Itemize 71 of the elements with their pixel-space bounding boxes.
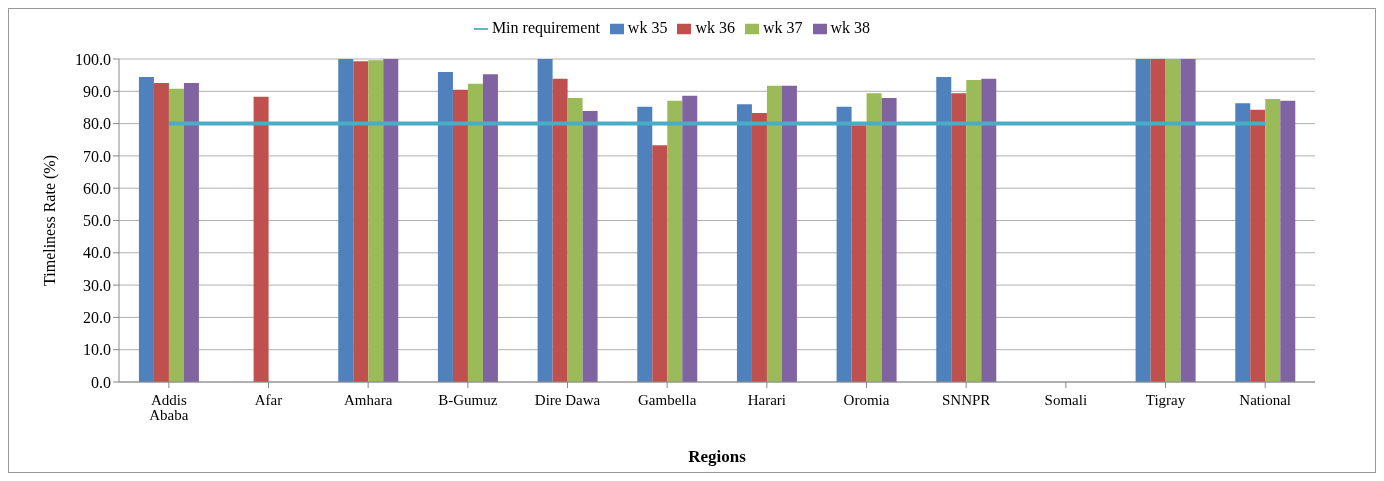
x-tick-label: Gambella — [638, 391, 697, 408]
bar — [1280, 100, 1296, 382]
bar — [951, 93, 967, 382]
y-tick-label: 20.0 — [83, 309, 111, 327]
x-tick-label: Tigray — [1145, 391, 1186, 408]
legend-label: wk 37 — [762, 19, 803, 36]
bar — [338, 59, 354, 382]
x-tick-label: National — [1239, 391, 1291, 408]
x-tick-label: Harari — [747, 391, 786, 408]
bar — [751, 112, 767, 382]
bar — [1150, 59, 1166, 382]
y-tick-label: 40.0 — [83, 244, 111, 262]
y-tick-label: 10.0 — [83, 341, 111, 359]
x-axis-title: Regions — [688, 447, 747, 466]
bar — [637, 106, 653, 382]
bar — [153, 82, 169, 382]
x-tick-label: Addis Ababa — [149, 391, 189, 423]
bar — [652, 145, 668, 382]
y-tick-label: 50.0 — [83, 212, 111, 230]
y-tick-label: 60.0 — [83, 179, 111, 197]
bar — [168, 88, 184, 382]
bar — [353, 61, 369, 382]
bar — [836, 106, 852, 382]
legend-label: Min requirement — [491, 19, 600, 36]
y-tick-label: 90.0 — [83, 82, 111, 100]
x-tick-label: Oromia — [843, 391, 890, 408]
bar — [1135, 59, 1151, 382]
bar — [368, 60, 384, 382]
x-tick-label: B-Gumuz — [438, 391, 498, 408]
bar — [582, 111, 598, 382]
bar — [881, 98, 897, 382]
y-tick-label: 70.0 — [83, 147, 111, 165]
y-axis-title: Timeliness Rate (%) — [40, 155, 59, 286]
bar — [736, 104, 752, 382]
bar — [682, 95, 698, 382]
bar — [667, 100, 683, 382]
x-tick-label: Dire Dawa — [534, 391, 601, 408]
y-tick-label: 80.0 — [83, 115, 111, 133]
x-tick-label: SNNPR — [941, 391, 991, 408]
bar — [1265, 99, 1281, 382]
bar — [1165, 59, 1181, 382]
bar — [467, 83, 483, 382]
x-tick-label: Somali — [1044, 391, 1088, 408]
bar — [781, 85, 797, 382]
y-tick-label: 0.0 — [91, 373, 111, 391]
bar — [482, 74, 498, 382]
bar — [966, 80, 982, 382]
x-tick-label: Afar — [254, 391, 283, 408]
bar — [253, 96, 269, 382]
bar — [383, 59, 399, 382]
bar — [1235, 103, 1251, 382]
bar — [1250, 109, 1266, 382]
legend-label: wk 38 — [830, 19, 871, 36]
bar — [183, 82, 199, 382]
bar — [537, 59, 553, 382]
bar — [851, 125, 867, 382]
bar — [138, 77, 154, 382]
x-tick-label: Amhara — [344, 391, 393, 408]
bar — [437, 71, 453, 382]
legend-label: wk 35 — [627, 19, 668, 36]
bar — [567, 98, 583, 382]
bar — [866, 93, 882, 382]
y-tick-label: 100.0 — [75, 50, 111, 68]
bar — [936, 77, 952, 382]
bar — [1180, 59, 1196, 382]
bar — [552, 78, 568, 382]
bar — [452, 89, 468, 382]
bar — [981, 78, 997, 382]
bar — [766, 85, 782, 382]
legend-label: wk 36 — [695, 19, 735, 36]
y-tick-label: 30.0 — [83, 276, 111, 294]
